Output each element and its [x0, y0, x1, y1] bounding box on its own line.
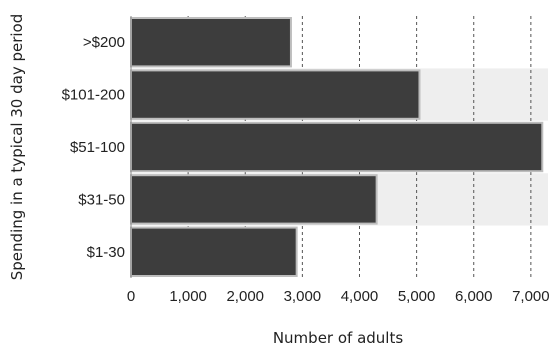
category-label: $1-30 — [87, 244, 125, 261]
x-tick-label: 0 — [127, 288, 135, 305]
x-tick-label: 3,000 — [284, 288, 322, 305]
category-label: $101-200 — [62, 87, 125, 104]
y-axis-title: Spending in a typical 30 day period — [8, 14, 26, 280]
x-tick-label: 5,000 — [398, 288, 436, 305]
category-label: $51-100 — [70, 139, 125, 156]
bar — [130, 174, 378, 225]
x-tick-label: 2,000 — [226, 288, 264, 305]
bar — [130, 226, 298, 278]
category-label: $31-50 — [78, 191, 125, 208]
x-tick-label: 6,000 — [455, 288, 493, 305]
category-labels: >$200 $101-200 $51-100 $31-50 $1-30 — [62, 34, 125, 261]
bar — [130, 69, 421, 120]
x-tick-label: 4,000 — [341, 288, 379, 305]
bar — [130, 121, 544, 173]
category-label: >$200 — [83, 34, 125, 51]
x-tick-label: 1,000 — [169, 288, 207, 305]
x-axis-title: Number of adults — [273, 329, 404, 347]
bar — [130, 17, 292, 68]
x-tick-labels: 0 1,000 2,000 3,000 4,000 5,000 6,000 7,000 — [127, 288, 550, 305]
x-tick-label: 7,000 — [512, 288, 550, 305]
